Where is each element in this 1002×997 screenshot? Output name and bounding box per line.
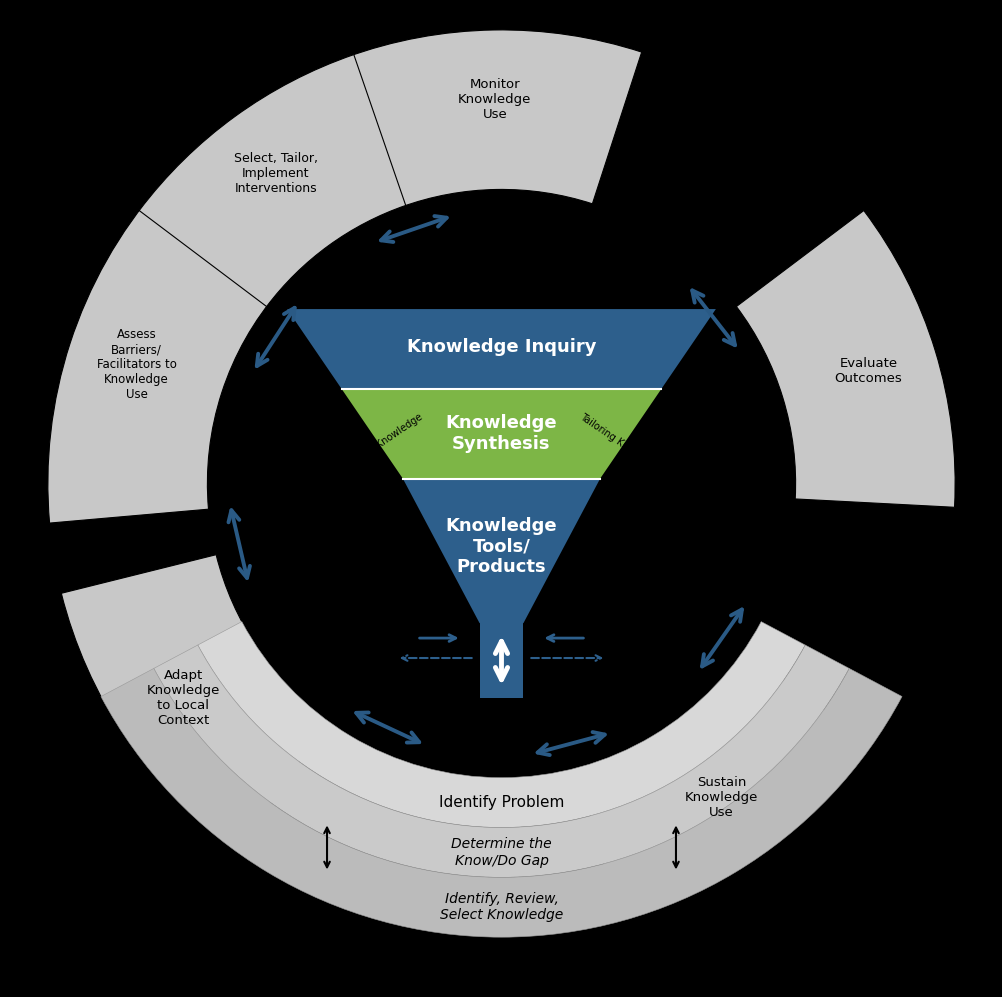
Polygon shape bbox=[403, 479, 599, 623]
Wedge shape bbox=[735, 210, 954, 507]
Text: Knowledge
Synthesis: Knowledge Synthesis bbox=[445, 415, 557, 453]
Text: Evaluate
Outcomes: Evaluate Outcomes bbox=[834, 357, 902, 385]
Text: Adapt
Knowledge
to Local
Context: Adapt Knowledge to Local Context bbox=[146, 669, 219, 727]
Text: Identify Problem: Identify Problem bbox=[438, 795, 563, 811]
Text: Tailoring Knowledge: Tailoring Knowledge bbox=[577, 412, 663, 476]
Wedge shape bbox=[346, 30, 641, 207]
Wedge shape bbox=[197, 621, 805, 828]
Polygon shape bbox=[342, 389, 660, 479]
Wedge shape bbox=[153, 645, 849, 877]
Text: Knowledge
Tools/
Products: Knowledge Tools/ Products bbox=[445, 516, 557, 576]
Polygon shape bbox=[287, 309, 715, 389]
Text: Identify, Review,
Select Knowledge: Identify, Review, Select Knowledge bbox=[440, 892, 562, 922]
Polygon shape bbox=[479, 623, 523, 698]
Text: Tailoring Knowledge: Tailoring Knowledge bbox=[339, 412, 425, 476]
Wedge shape bbox=[101, 668, 901, 937]
Text: Assess
Barriers/
Facilitators to
Knowledge
Use: Assess Barriers/ Facilitators to Knowled… bbox=[96, 328, 176, 402]
Text: Knowledge Inquiry: Knowledge Inquiry bbox=[407, 338, 595, 356]
Wedge shape bbox=[48, 185, 280, 523]
Text: Select, Tailor,
Implement
Interventions: Select, Tailor, Implement Interventions bbox=[233, 152, 318, 194]
Wedge shape bbox=[139, 55, 406, 306]
Wedge shape bbox=[61, 554, 329, 850]
Text: Determine the
Know/Do Gap: Determine the Know/Do Gap bbox=[451, 837, 551, 867]
Circle shape bbox=[43, 25, 959, 942]
Text: Sustain
Knowledge
Use: Sustain Knowledge Use bbox=[684, 777, 758, 820]
Text: Monitor
Knowledge
Use: Monitor Knowledge Use bbox=[458, 78, 531, 122]
Wedge shape bbox=[577, 652, 872, 921]
